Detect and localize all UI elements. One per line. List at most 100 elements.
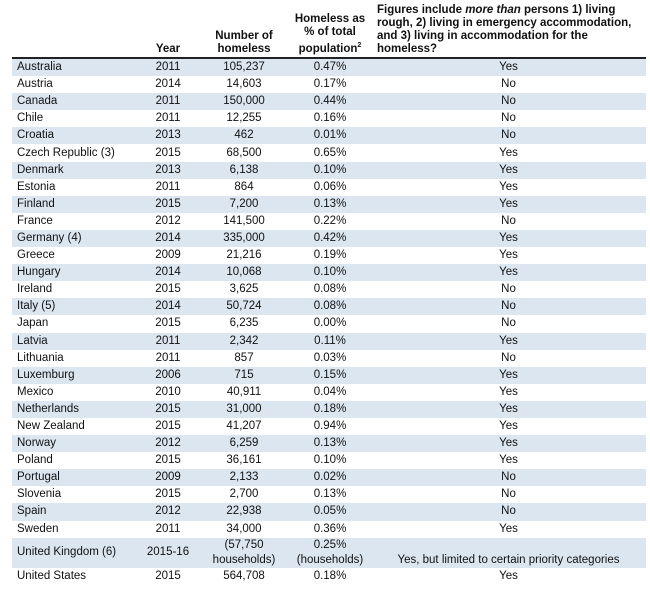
cell-country: Lithuania: [12, 350, 137, 367]
cell-year: 2010: [137, 384, 199, 401]
cell-percent: 0.10%: [289, 264, 371, 281]
cell-percent: 0.13%: [289, 435, 371, 452]
cell-country: Ireland: [12, 281, 137, 298]
cell-figures: Yes: [371, 367, 646, 384]
cell-number: 7,200: [199, 196, 289, 213]
header-row: Year Number of homeless Homeless as % of…: [12, 4, 646, 58]
cell-number: 2,133: [199, 469, 289, 486]
cell-figures: Yes: [371, 384, 646, 401]
cell-number: 6,138: [199, 162, 289, 179]
cell-percent: 0.10%: [289, 452, 371, 469]
table-row: Japan20156,2350.00%No: [12, 315, 646, 332]
table-row: France2012141,5000.22%No: [12, 213, 646, 230]
cell-percent: 0.19%: [289, 247, 371, 264]
cell-country: Canada: [12, 93, 137, 110]
cell-year: 2013: [137, 162, 199, 179]
cell-year: 2011: [137, 179, 199, 196]
cell-number: 31,000: [199, 401, 289, 418]
cell-country: New Zealand: [12, 418, 137, 435]
cell-percent: 0.03%: [289, 350, 371, 367]
table-row: Greece200921,2160.19%Yes: [12, 247, 646, 264]
cell-number: 864: [199, 179, 289, 196]
table-row: Italy (5)201450,7240.08%No: [12, 298, 646, 315]
cell-country: Estonia: [12, 179, 137, 196]
cell-year: 2009: [137, 247, 199, 264]
table-row: Norway20126,2590.13%Yes: [12, 435, 646, 452]
cell-year: 2011: [137, 93, 199, 110]
header-year: Year: [137, 4, 199, 58]
cell-year: 2011: [137, 110, 199, 127]
cell-number: 150,000: [199, 93, 289, 110]
cell-figures: Yes: [371, 179, 646, 196]
table-row: Chile201112,2550.16%No: [12, 110, 646, 127]
table-row: Netherlands201531,0000.18%Yes: [12, 401, 646, 418]
cell-country: Spain: [12, 503, 137, 520]
cell-percent: 0.08%: [289, 281, 371, 298]
cell-year: 2015: [137, 401, 199, 418]
cell-year: 2015: [137, 196, 199, 213]
cell-percent: 0.05%: [289, 503, 371, 520]
table-row: Finland20157,2000.13%Yes: [12, 196, 646, 213]
cell-figures: Yes: [371, 230, 646, 247]
cell-figures: Yes: [371, 435, 646, 452]
cell-country: Portugal: [12, 469, 137, 486]
cell-year: 2014: [137, 76, 199, 93]
table-row: Croatia20134620.01%No: [12, 127, 646, 144]
cell-country: Denmark: [12, 162, 137, 179]
cell-country: Czech Republic (3): [12, 144, 137, 161]
cell-number: 14,603: [199, 76, 289, 93]
cell-number: (57,750 households): [199, 538, 289, 568]
table-row: Luxemburg20067150.15%Yes: [12, 367, 646, 384]
cell-number: 335,000: [199, 230, 289, 247]
cell-figures: No: [371, 350, 646, 367]
cell-figures: No: [371, 298, 646, 315]
cell-number: 715: [199, 367, 289, 384]
cell-percent: 0.01%: [289, 127, 371, 144]
homelessness-table: Year Number of homeless Homeless as % of…: [12, 4, 646, 585]
cell-country: Italy (5): [12, 298, 137, 315]
cell-year: 2013: [137, 127, 199, 144]
cell-percent: 0.18%: [289, 401, 371, 418]
cell-figures: Yes: [371, 264, 646, 281]
cell-percent: 0.17%: [289, 76, 371, 93]
cell-number: 21,216: [199, 247, 289, 264]
table-row: Canada2011150,0000.44%No: [12, 93, 646, 110]
cell-percent: 0.18%: [289, 568, 371, 585]
table-row: Czech Republic (3)201568,5000.65%Yes: [12, 144, 646, 161]
cell-year: 2015: [137, 568, 199, 585]
cell-percent: 0.04%: [289, 384, 371, 401]
cell-number: 3,625: [199, 281, 289, 298]
cell-percent: 0.11%: [289, 333, 371, 350]
cell-figures: No: [371, 110, 646, 127]
cell-country: Chile: [12, 110, 137, 127]
cell-figures: No: [371, 503, 646, 520]
cell-figures: Yes: [371, 247, 646, 264]
cell-country: Mexico: [12, 384, 137, 401]
cell-country: Norway: [12, 435, 137, 452]
cell-country: United Kingdom (6): [12, 538, 137, 568]
cell-figures: No: [371, 281, 646, 298]
table-row: Estonia20118640.06%Yes: [12, 179, 646, 196]
cell-number: 50,724: [199, 298, 289, 315]
cell-number: 462: [199, 127, 289, 144]
cell-year: 2015: [137, 486, 199, 503]
table-row: Germany (4)2014335,0000.42%Yes: [12, 230, 646, 247]
cell-number: 141,500: [199, 213, 289, 230]
cell-percent: 0.25% (households): [289, 538, 371, 568]
cell-year: 2015: [137, 452, 199, 469]
table-row: Sweden201134,0000.36%Yes: [12, 521, 646, 538]
cell-country: United States: [12, 568, 137, 585]
cell-year: 2012: [137, 503, 199, 520]
table-row: Mexico201040,9110.04%Yes: [12, 384, 646, 401]
cell-figures: Yes: [371, 401, 646, 418]
cell-percent: 0.13%: [289, 486, 371, 503]
cell-country: Hungary: [12, 264, 137, 281]
cell-number: 34,000: [199, 521, 289, 538]
cell-percent: 0.22%: [289, 213, 371, 230]
cell-year: 2015: [137, 315, 199, 332]
cell-percent: 0.13%: [289, 196, 371, 213]
cell-percent: 0.42%: [289, 230, 371, 247]
cell-year: 2015: [137, 418, 199, 435]
cell-year: 2011: [137, 333, 199, 350]
cell-country: Latvia: [12, 333, 137, 350]
